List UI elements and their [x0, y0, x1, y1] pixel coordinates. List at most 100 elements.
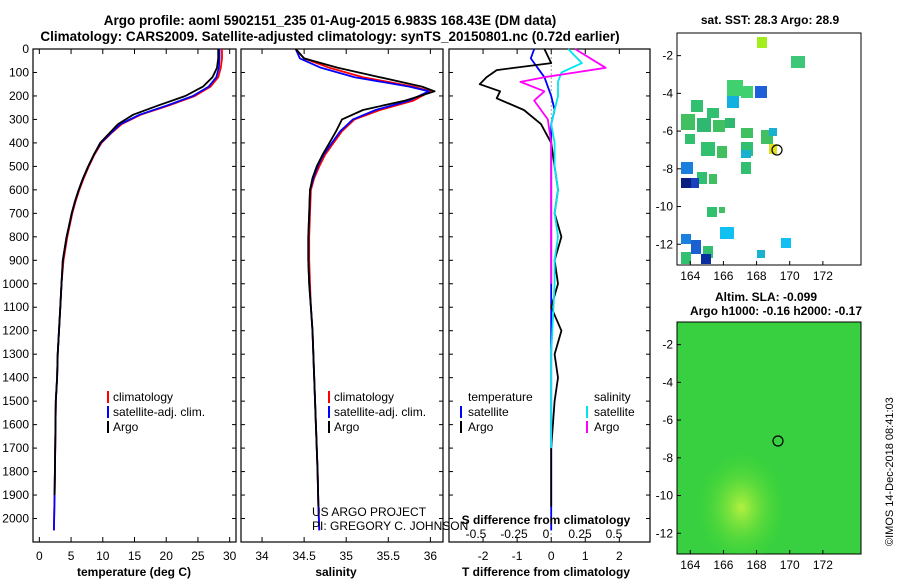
map-x-tick-label: 168	[747, 558, 767, 572]
map-y-tick-label: -2	[662, 49, 673, 63]
sst-map-pixels	[681, 37, 805, 264]
map-x-tick-label: 172	[813, 558, 833, 572]
map-y-tick-label: -8	[662, 162, 673, 176]
x-tick-label: 10	[96, 549, 110, 563]
title-line-1: Argo profile: aoml 5902151_235 01-Aug-20…	[103, 13, 557, 28]
depth-tick-label: 0	[22, 42, 29, 56]
depth-tick-label: 1900	[2, 488, 29, 502]
map-y-tick-label: -8	[662, 451, 673, 465]
legend-label-satellite: satellite-adj. clim.	[334, 405, 426, 419]
x-tick-label: 25	[191, 549, 205, 563]
sla-argo-location-marker	[772, 435, 784, 447]
series-line-s-satellite	[550, 48, 583, 449]
sdiff-tick-label: 0.5	[606, 527, 623, 541]
x-tick-label: 34	[255, 549, 269, 563]
depth-tick-label: 100	[9, 65, 29, 79]
series-line-argo	[295, 48, 436, 507]
x-tick-label: 35.5	[377, 549, 401, 563]
temperature-axes	[32, 48, 237, 543]
depth-tick-label: 900	[9, 253, 29, 267]
depth-tick-label: 600	[9, 183, 29, 197]
map-x-tick-label: 166	[713, 269, 733, 283]
depth-tick-label: 1800	[2, 465, 29, 479]
tdiff-xlabel: T difference from climatology	[462, 565, 630, 579]
legend-label-t-argo: Argo	[468, 420, 494, 434]
map-x-tick-label: 172	[813, 269, 833, 283]
map-y-tick-label: -12	[656, 526, 674, 540]
map-y-tick-label: -10	[656, 489, 674, 503]
legend-label-climatology: climatology	[334, 390, 394, 404]
map-x-tick-label: 164	[680, 269, 700, 283]
salinity-axes	[240, 48, 444, 543]
depth-tick-label: 500	[9, 159, 29, 173]
map-y-tick-label: -6	[662, 124, 673, 138]
sdiff-tick-label: 0.25	[568, 527, 592, 541]
series-line-climatology	[53, 49, 223, 531]
depth-tick-label: 1000	[2, 277, 29, 291]
legend-label-climatology: climatology	[113, 390, 173, 404]
legend-label-s-argo: Argo	[594, 420, 620, 434]
series-line-s-argo	[519, 48, 607, 284]
x-tick-label: -1	[512, 549, 523, 563]
depth-tick-label: 300	[9, 112, 29, 126]
imos-stamp: ©IMOS 14-Dec-2018 08:41:03	[884, 397, 896, 546]
temperature-xlabel: temperature (deg C)	[77, 565, 191, 579]
series-line-satellite-adj-clim-	[294, 48, 430, 531]
depth-tick-label: 400	[9, 136, 29, 150]
x-tick-label: 34.5	[292, 549, 316, 563]
legend-title-salinity: salinity	[594, 390, 631, 404]
x-tick-label: 36	[424, 549, 438, 563]
map-y-tick-label: -10	[656, 200, 674, 214]
x-tick-label: 1	[582, 549, 589, 563]
x-tick-label: -2	[478, 549, 489, 563]
map-y-tick-label: -4	[662, 375, 673, 389]
difference-axes	[448, 48, 651, 543]
legend-label-s-satellite: satellite	[594, 405, 635, 419]
legend-title-temperature: temperature	[468, 390, 533, 404]
depth-tick-label: 1400	[2, 371, 29, 385]
sdiff-tick-label: -0.5	[466, 527, 487, 541]
legend-label-t-satellite: satellite	[468, 405, 509, 419]
sla-map-title-line1: Altim. SLA: -0.099	[715, 290, 817, 304]
map-y-tick-label: -6	[662, 413, 673, 427]
series-line-argo	[53, 49, 220, 496]
pi-text: PI: GREGORY C. JOHNSON	[312, 519, 468, 533]
map-x-tick-label: 170	[780, 269, 800, 283]
x-tick-label: 5	[68, 549, 75, 563]
series-line-climatology	[295, 48, 432, 531]
x-tick-label: 30	[223, 549, 237, 563]
project-text: US ARGO PROJECT	[312, 505, 427, 519]
depth-tick-label: 800	[9, 230, 29, 244]
sdiff-xlabel: S difference from climatology	[462, 513, 631, 527]
map-x-tick-label: 164	[680, 558, 700, 572]
x-tick-label: 35	[340, 549, 354, 563]
legend-label-satellite: satellite-adj. clim.	[113, 405, 205, 419]
legend-label-argo: Argo	[113, 420, 139, 434]
x-tick-label: 0	[36, 549, 43, 563]
series-line-t-argo	[478, 48, 563, 507]
sla-map-title-line2: Argo h1000: -0.16 h2000: -0.17	[690, 304, 862, 318]
x-tick-label: 0	[548, 549, 555, 563]
map-x-tick-label: 166	[713, 558, 733, 572]
x-tick-label: 2	[616, 549, 623, 563]
sst-map-title: sat. SST: 28.3 Argo: 28.9	[701, 13, 840, 27]
sst-argo-location-marker	[771, 144, 783, 156]
depth-tick-label: 1500	[2, 394, 29, 408]
x-tick-label: 20	[160, 549, 174, 563]
salinity-xlabel: salinity	[315, 565, 357, 579]
legend-label-argo: Argo	[334, 420, 360, 434]
sdiff-tick-label: 0	[543, 527, 550, 541]
depth-tick-label: 1600	[2, 418, 29, 432]
depth-tick-label: 700	[9, 206, 29, 220]
sla-map-highlight	[677, 322, 861, 554]
map-y-tick-label: -2	[662, 338, 673, 352]
map-x-tick-label: 170	[780, 558, 800, 572]
map-y-tick-label: -12	[656, 237, 674, 251]
depth-tick-label: 2000	[2, 512, 29, 526]
depth-tick-label: 1100	[3, 300, 29, 314]
depth-tick-label: 1700	[2, 441, 29, 455]
depth-tick-label: 1300	[2, 347, 29, 361]
title-line-2: Climatology: CARS2009. Satellite-adjuste…	[40, 29, 620, 44]
map-y-tick-label: -4	[662, 86, 673, 100]
